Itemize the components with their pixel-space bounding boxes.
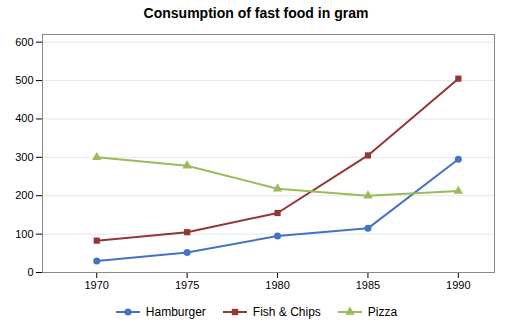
html-text:Consumption of fast food in gr: Consumption of fast food in gram	[143, 5, 369, 21]
svg-text:300: 300	[15, 151, 33, 163]
html-text:Pizza: Pizza	[367, 305, 398, 319]
svg-text:500: 500	[15, 74, 33, 86]
svg-text:0: 0	[27, 266, 33, 278]
svg-text:1975: 1975	[175, 279, 199, 291]
svg-text:1990: 1990	[446, 279, 470, 291]
html-text:Hamburger: Hamburger	[145, 305, 206, 319]
svg-text:1970: 1970	[84, 279, 108, 291]
svg-text:600: 600	[15, 36, 33, 48]
svg-text:400: 400	[15, 112, 33, 124]
svg-text:1980: 1980	[265, 279, 289, 291]
svg-text:100: 100	[15, 228, 33, 240]
svg-text:200: 200	[15, 189, 33, 201]
svg-text:1985: 1985	[356, 279, 380, 291]
html-text:Fish & Chips: Fish & Chips	[252, 305, 321, 319]
